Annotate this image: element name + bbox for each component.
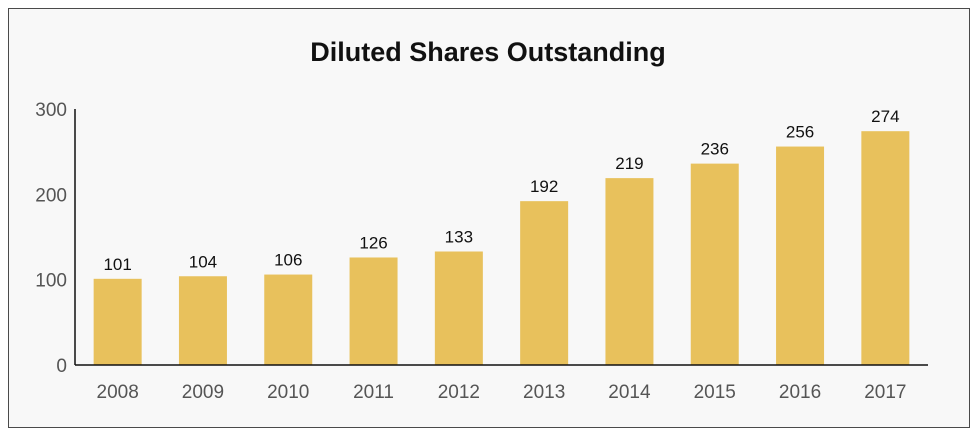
data-label-2011: 126 [359, 233, 387, 252]
y-tick-label-200: 200 [35, 185, 67, 206]
x-tick-label-2008: 2008 [97, 382, 139, 403]
data-label-2012: 133 [445, 228, 473, 247]
x-axis: 2008 2009 2010 2011 2012 2013 2014 2015 2016 2017 [75, 364, 928, 403]
y-axis: 0 100 200 300 [35, 100, 76, 377]
bar-2013 [520, 201, 569, 365]
x-tick-label-2010: 2010 [267, 382, 309, 403]
data-label-2015: 236 [701, 140, 729, 159]
bar-2014 [605, 178, 654, 365]
data-label-2013: 192 [530, 177, 558, 196]
data-label-2014: 219 [615, 154, 643, 173]
bars-group [93, 131, 910, 365]
bar-2008 [93, 278, 142, 365]
bar-2011 [349, 257, 398, 365]
data-label-2010: 106 [274, 251, 302, 270]
data-labels-group: 101 104 106 126 133 192 219 236 256 274 [103, 107, 899, 274]
y-tick-label-300: 300 [35, 100, 67, 121]
data-label-2017: 274 [871, 107, 899, 126]
chart-title: Diluted Shares Outstanding [310, 37, 666, 67]
x-tick-label-2014: 2014 [608, 382, 651, 403]
y-tick-label-100: 100 [35, 271, 67, 292]
data-label-2016: 256 [786, 123, 814, 142]
bar-2016 [776, 146, 825, 365]
x-tick-label-2009: 2009 [182, 382, 224, 403]
bar-2010 [264, 274, 313, 365]
bar-2015 [690, 163, 739, 365]
x-tick-label-2015: 2015 [694, 382, 736, 403]
x-tick-label-2017: 2017 [864, 382, 906, 403]
y-tick-label-0: 0 [56, 356, 67, 377]
bar-2012 [434, 251, 483, 365]
bar-2017 [861, 131, 910, 365]
chart-frame: Diluted Shares Outstanding 101 104 106 126 1… [8, 8, 970, 428]
x-tick-label-2011: 2011 [353, 382, 394, 403]
data-label-2009: 104 [189, 252, 217, 271]
data-label-2008: 101 [103, 255, 131, 274]
x-tick-label-2012: 2012 [438, 382, 480, 403]
bar-2009 [178, 276, 227, 365]
x-tick-label-2016: 2016 [779, 382, 821, 403]
x-tick-label-2013: 2013 [523, 382, 565, 403]
